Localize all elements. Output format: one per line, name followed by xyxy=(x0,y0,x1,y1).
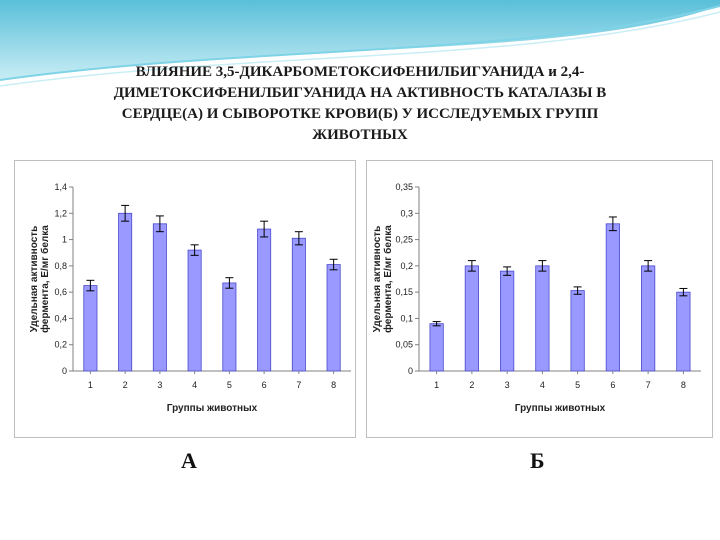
y-tick-label: 0,2 xyxy=(400,261,413,271)
x-tick-label: 7 xyxy=(296,380,301,390)
x-tick-label: 4 xyxy=(192,380,197,390)
x-tick-label: 6 xyxy=(610,380,615,390)
y-axis-title: Удельная активность xyxy=(372,226,383,333)
y-tick-label: 0,3 xyxy=(400,208,413,218)
y-tick-label: 0 xyxy=(408,366,413,376)
bar xyxy=(429,323,444,372)
x-tick-label: 8 xyxy=(331,380,336,390)
x-tick-label: 2 xyxy=(123,380,128,390)
x-axis-title: Группы животных xyxy=(515,403,606,414)
chart-b: 0 0,05 0,1 0,15 0,2 0,25 0,3 0,35 1 2 3 4 5 6 7 8 Группы… xyxy=(372,182,701,414)
bar xyxy=(676,291,691,372)
bar xyxy=(152,223,167,372)
y-tick-label: 0,25 xyxy=(395,235,413,245)
bar xyxy=(291,237,306,372)
x-tick-label: 1 xyxy=(88,380,93,390)
bar xyxy=(257,228,272,372)
y-tick-label: 0,35 xyxy=(395,182,413,192)
bar xyxy=(605,223,620,372)
x-tick-label: 6 xyxy=(262,380,267,390)
y-tick-label: 0,2 xyxy=(54,340,67,350)
x-tick-label: 7 xyxy=(646,380,651,390)
bar xyxy=(118,212,133,372)
x-tick-label: 3 xyxy=(505,380,510,390)
y-tick-label: 0,15 xyxy=(395,287,413,297)
bar xyxy=(535,265,550,372)
bar xyxy=(222,282,237,372)
x-axis-title: Группы животных xyxy=(167,403,258,414)
y-axis-title: фермента, Е/мг белка xyxy=(39,225,51,333)
x-tick-label: 5 xyxy=(227,380,232,390)
chart-panel-a: 0 0,2 0,4 0,6 0,8 1 1,2 1,4 1 2 3 4 5 6 7 8 Группы живот… xyxy=(14,160,356,438)
x-tick-label: 8 xyxy=(681,380,686,390)
bar xyxy=(83,285,98,372)
chart-a: 0 0,2 0,4 0,6 0,8 1 1,2 1,4 1 2 3 4 5 6 7 8 Группы живот… xyxy=(29,182,351,414)
bar xyxy=(187,249,202,372)
bar xyxy=(326,264,341,372)
y-tick-label: 0,05 xyxy=(395,340,413,350)
y-tick-label: 0 xyxy=(62,366,67,376)
x-tick-label: 3 xyxy=(157,380,162,390)
chart-panel-b: 0 0,05 0,1 0,15 0,2 0,25 0,3 0,35 1 2 3 4 5 6 7 8 Группы… xyxy=(366,160,713,438)
panel-label-a: А xyxy=(181,448,197,473)
bar xyxy=(464,265,479,372)
slide-title: ВЛИЯНИЕ 3,5-ДИКАРБОМЕТОКСИФЕНИЛБИГУАНИДА… xyxy=(113,64,607,143)
y-tick-label: 0,1 xyxy=(400,313,413,323)
y-tick-label: 1 xyxy=(62,235,67,245)
x-tick-label: 1 xyxy=(434,380,439,390)
y-axis-title: фермента, Е/мг белка xyxy=(382,225,394,333)
y-tick-label: 0,4 xyxy=(54,313,67,323)
y-tick-label: 0,8 xyxy=(54,261,67,271)
x-tick-label: 4 xyxy=(540,380,545,390)
y-tick-label: 0,6 xyxy=(54,287,67,297)
x-tick-label: 5 xyxy=(575,380,580,390)
decorative-wave xyxy=(0,0,720,87)
x-tick-label: 2 xyxy=(469,380,474,390)
panel-label-b: Б xyxy=(530,448,545,473)
bar xyxy=(570,290,585,372)
bar xyxy=(641,265,656,372)
y-tick-label: 1,4 xyxy=(54,182,67,192)
y-tick-label: 1,2 xyxy=(54,208,67,218)
bar xyxy=(500,270,515,372)
y-axis-title: Удельная активность xyxy=(29,226,40,333)
